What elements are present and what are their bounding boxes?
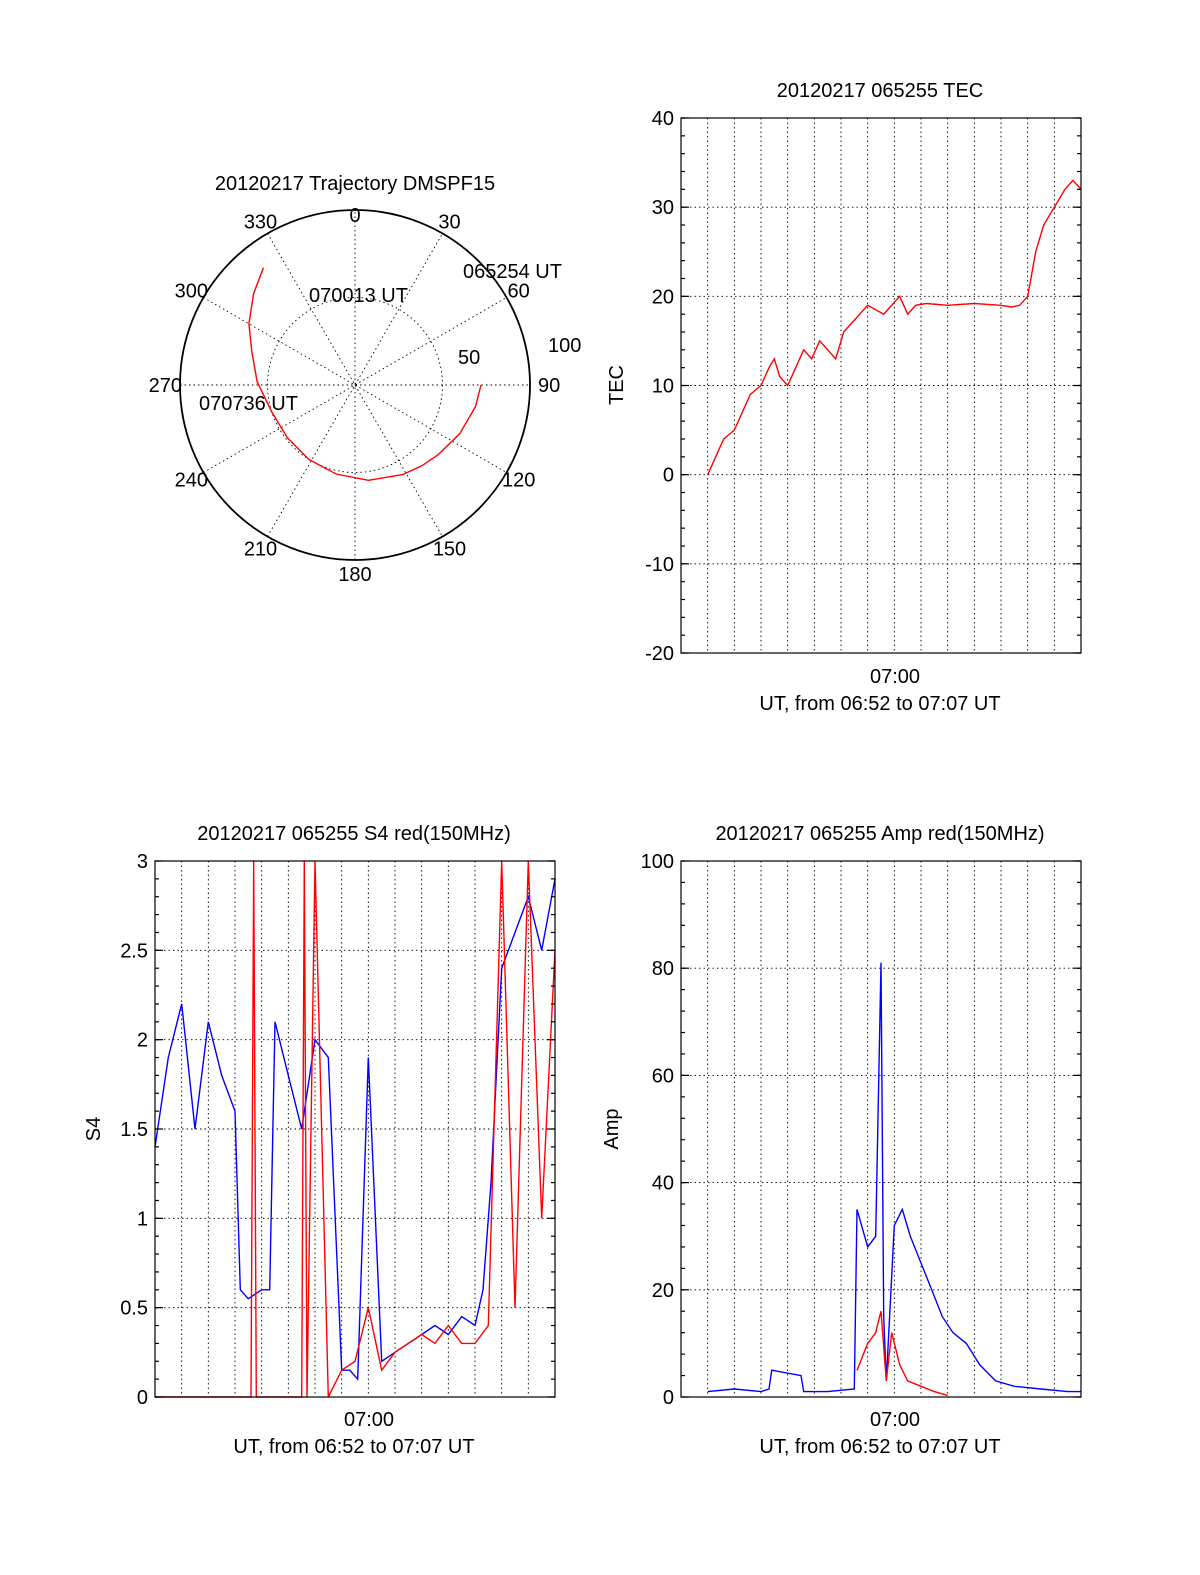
amp-panel: 20120217 065255 Amp red(150MHz) 100 80 60 4… xyxy=(601,823,1082,1458)
tec-y-tick-label: -20 xyxy=(645,643,674,665)
tec-title: 20120217 065255 TEC xyxy=(777,80,983,102)
tec-series-line-0 xyxy=(707,179,1082,475)
amp-y-tick-label: 60 xyxy=(652,1065,674,1087)
polar-azimuth-label: 0 xyxy=(349,205,360,227)
amp-y-tick-label: 80 xyxy=(652,958,674,980)
tec-y-tick-label: 20 xyxy=(652,286,674,308)
polar-azimuth-label: 210 xyxy=(244,539,277,561)
amp-y-tick-label: 100 xyxy=(641,851,674,873)
s4-y-tick-label: 1 xyxy=(137,1208,148,1230)
s4-panel: 20120217 065255 S4 red(150MHz) 3 2.5 2 1.5 1… xyxy=(83,823,556,1458)
tec-ylabel: TEC xyxy=(606,365,628,405)
polar-azimuth-label: 150 xyxy=(433,539,466,561)
polar-track-line xyxy=(248,267,482,482)
s4-y-tick-label: 2.5 xyxy=(120,940,148,962)
polar-radial-label-100: 100 xyxy=(548,335,581,357)
polar-azimuth-label: 240 xyxy=(175,470,208,492)
s4-xlabel: UT, from 06:52 to 07:07 UT xyxy=(233,1436,474,1458)
polar-azimuth-label: 90 xyxy=(538,375,560,397)
tec-y-tick-label: 40 xyxy=(652,108,674,130)
amp-y-tick-label: 40 xyxy=(652,1173,674,1195)
amp-series xyxy=(707,962,1081,1397)
s4-y-tick-label: 1.5 xyxy=(120,1119,148,1141)
polar-radial-label-50: 50 xyxy=(458,347,480,369)
s4-title: 20120217 065255 S4 red(150MHz) xyxy=(197,823,511,845)
s4-y-ticks: 3 2.5 2 1.5 1 0.5 0 xyxy=(120,851,555,1409)
amp-grid xyxy=(681,861,1081,1397)
amp-series-line-1 xyxy=(856,1311,948,1397)
amp-y-tick-label: 20 xyxy=(652,1280,674,1302)
tec-y-tick-label: 0 xyxy=(663,465,674,487)
s4-series-line-0 xyxy=(154,878,556,1381)
s4-y-tick-label: 2 xyxy=(137,1030,148,1052)
tec-xtick-label: 07:00 xyxy=(870,666,920,688)
polar-azimuth-labels: 0 30 60 90 120 150 180 210 240 270 300 330 xyxy=(149,205,561,586)
s4-y-tick-label: 0 xyxy=(137,1387,148,1409)
amp-title: 20120217 065255 Amp red(150MHz) xyxy=(715,823,1044,845)
polar-outer-circle xyxy=(179,209,531,561)
amp-ylabel: Amp xyxy=(601,1108,623,1149)
tec-xlabel: UT, from 06:52 to 07:07 UT xyxy=(759,693,1000,715)
amp-xtick-label: 07:00 xyxy=(870,1409,920,1431)
polar-time-label-mid: 070013 UT xyxy=(309,285,408,307)
s4-y-tick-label: 0.5 xyxy=(120,1298,148,1320)
amp-plot-frame xyxy=(680,860,1082,1398)
polar-azimuth-label: 120 xyxy=(502,470,535,492)
tec-grid xyxy=(681,118,1081,653)
tec-y-ticks: 40 30 20 10 0 -10 -20 xyxy=(645,108,1081,665)
polar-azimuth-label: 330 xyxy=(244,211,277,233)
polar-azimuth-label: 30 xyxy=(438,211,460,233)
polar-azimuth-label: 60 xyxy=(508,281,530,303)
tec-series xyxy=(707,179,1082,475)
amp-y-tick-label: 0 xyxy=(663,1387,674,1409)
polar-azimuth-label: 300 xyxy=(175,281,208,303)
amp-xlabel: UT, from 06:52 to 07:07 UT xyxy=(759,1436,1000,1458)
s4-ylabel: S4 xyxy=(83,1117,105,1141)
s4-grid xyxy=(155,861,555,1397)
amp-y-ticks: 100 80 60 40 20 0 xyxy=(641,851,1081,1409)
tec-y-tick-label: -10 xyxy=(645,554,674,576)
polar-grid xyxy=(180,210,530,560)
polar-time-label-end: 070736 UT xyxy=(199,393,298,415)
tec-y-tick-label: 10 xyxy=(652,376,674,398)
polar-azimuth-label: 180 xyxy=(338,564,371,586)
s4-xtick-label: 07:00 xyxy=(344,1409,394,1431)
polar-azimuth-label: 270 xyxy=(149,375,182,397)
tec-y-tick-label: 30 xyxy=(652,197,674,219)
polar-time-label-start: 065254 UT xyxy=(463,261,562,283)
polar-panel: 20120217 Trajectory DMSPF15 0 30 60 90 120 15… xyxy=(149,173,582,586)
polar-title: 20120217 Trajectory DMSPF15 xyxy=(215,173,495,195)
s4-y-tick-label: 3 xyxy=(137,851,148,873)
